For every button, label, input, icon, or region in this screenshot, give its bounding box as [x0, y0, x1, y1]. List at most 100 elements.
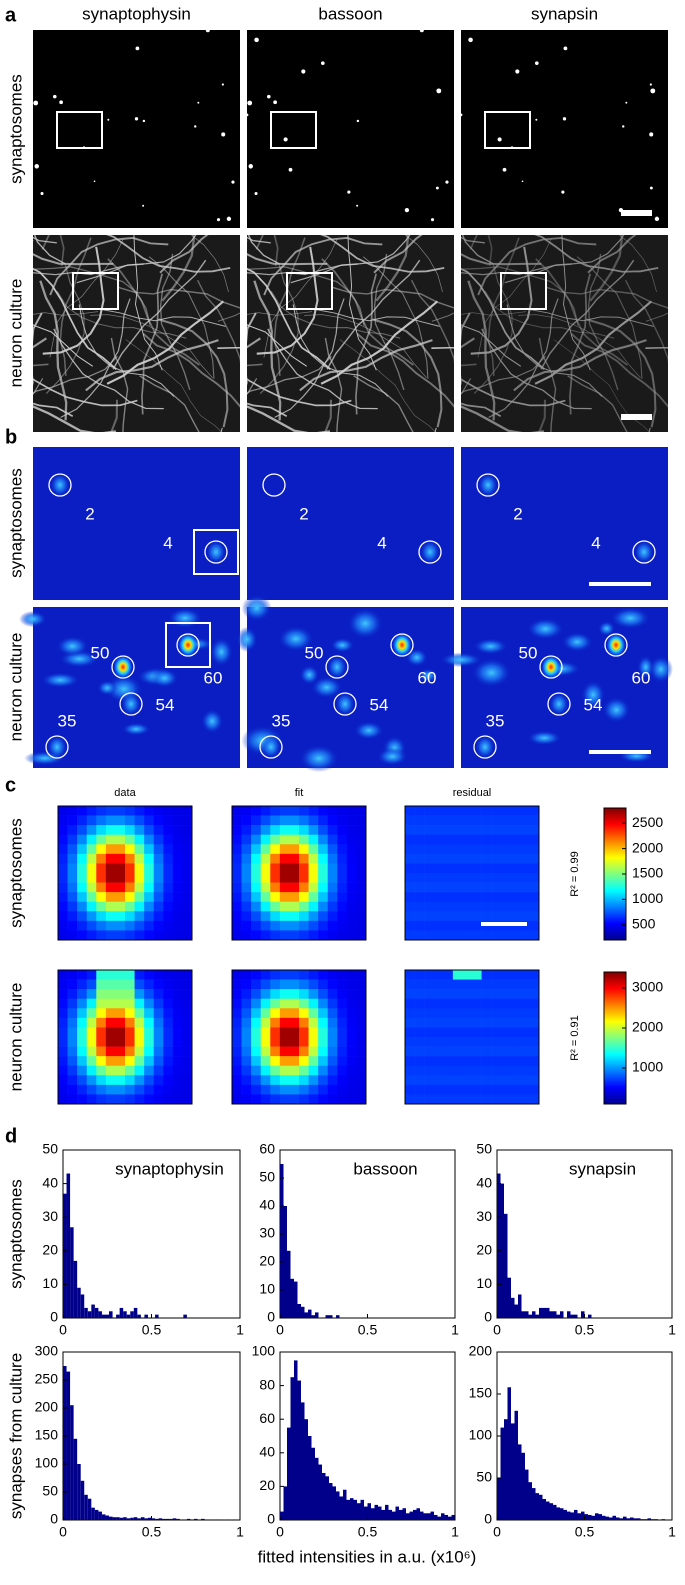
map-pixel — [308, 911, 319, 922]
histogram-bar — [297, 1304, 301, 1318]
map-pixel — [251, 1046, 262, 1057]
map-pixel — [241, 806, 252, 816]
map-pixel — [500, 834, 511, 845]
background-blob — [439, 652, 483, 668]
map-pixel — [260, 853, 271, 864]
map-pixel — [462, 979, 473, 990]
map-pixel — [472, 930, 482, 941]
map-pixel — [308, 863, 319, 874]
map-pixel — [125, 989, 135, 1000]
map-pixel — [67, 806, 78, 816]
spot-blob — [478, 473, 498, 497]
map-pixel — [337, 815, 348, 826]
map-pixel — [318, 1075, 329, 1086]
map-pixel — [452, 863, 463, 874]
map-pixel — [299, 1065, 309, 1076]
spot-label: 50 — [91, 643, 110, 662]
punctum — [142, 119, 146, 123]
map-pixel — [289, 815, 300, 826]
map-pixel — [491, 815, 502, 826]
neurite — [248, 266, 365, 326]
punctum — [320, 61, 325, 65]
map-pixel — [134, 920, 145, 931]
map-pixel — [308, 1056, 319, 1067]
histogram-bar — [80, 1480, 85, 1520]
map-pixel — [270, 1046, 281, 1057]
spot-circle — [539, 655, 563, 679]
map-pixel — [67, 844, 78, 855]
histogram-bar — [616, 1517, 620, 1520]
map-pixel — [433, 989, 444, 1000]
map-pixel — [86, 825, 97, 836]
spot-blob — [261, 735, 281, 759]
map-pixel — [452, 815, 463, 826]
map-pixel — [163, 979, 174, 990]
map-pixel — [289, 892, 300, 903]
map-pixel — [452, 989, 463, 1000]
map-pixel — [86, 1084, 97, 1095]
map-pixel — [67, 920, 78, 931]
background-blob — [471, 658, 512, 688]
map-pixel — [182, 970, 193, 980]
map-pixel — [241, 853, 252, 864]
micrograph-content — [33, 30, 235, 222]
map-pixel — [443, 806, 454, 816]
map-pixel — [327, 1084, 338, 1095]
histogram-bar — [500, 1183, 504, 1318]
neurite — [33, 355, 118, 394]
map-pixel — [279, 1084, 290, 1095]
panel-label: c — [5, 774, 16, 796]
map-pixel — [491, 901, 502, 912]
map-pixel — [125, 1065, 135, 1076]
map-pixel — [405, 863, 415, 874]
map-pixel — [500, 1037, 511, 1047]
map-pixel — [251, 892, 262, 903]
neurite — [487, 235, 493, 267]
map-pixel — [163, 1027, 174, 1038]
map-pixel — [125, 844, 135, 855]
map-pixel — [299, 989, 309, 1000]
map-pixel — [327, 1046, 338, 1057]
neurite — [569, 273, 591, 415]
map-pixel — [519, 998, 530, 1009]
punctum — [247, 113, 249, 117]
map-pixel — [182, 853, 193, 864]
map-pixel — [500, 1094, 511, 1105]
map-pixel — [260, 1094, 271, 1105]
map-pixel — [270, 979, 281, 990]
map-pixel — [241, 844, 252, 855]
map-pixel — [472, 989, 482, 1000]
map-pixel — [58, 853, 68, 864]
map-pixel — [462, 873, 473, 883]
map-pixel — [529, 1065, 540, 1076]
punctum — [461, 113, 463, 117]
histogram-bar — [208, 1519, 212, 1520]
map-pixel — [86, 806, 97, 816]
map-pixel — [337, 892, 348, 903]
punctum — [497, 137, 502, 142]
fit-map — [57, 805, 193, 941]
x-tick-label: 0.5 — [358, 1524, 378, 1540]
map-pixel — [481, 989, 492, 1000]
spot-label: 60 — [204, 668, 223, 687]
map-pixel — [510, 834, 521, 845]
map-pixel — [443, 815, 454, 826]
map-pixel — [67, 979, 78, 990]
map-pixel — [172, 1094, 183, 1105]
map-pixel — [462, 815, 473, 826]
y-tick-label: 40 — [42, 1174, 58, 1190]
histogram-bar — [84, 1494, 88, 1520]
map-pixel — [260, 863, 271, 874]
map-pixel — [125, 1075, 135, 1086]
map-pixel — [289, 1094, 300, 1105]
punctum — [535, 118, 538, 121]
y-tick-label: 10 — [42, 1275, 58, 1291]
neurite — [142, 333, 240, 408]
histogram-bar — [588, 1314, 592, 1318]
histogram-bar — [73, 1438, 78, 1520]
histogram-bar — [514, 1304, 518, 1318]
map-pixel — [67, 863, 78, 874]
histogram-bar — [304, 1419, 308, 1520]
histogram-bar — [626, 1518, 630, 1520]
map-pixel — [491, 1008, 502, 1019]
